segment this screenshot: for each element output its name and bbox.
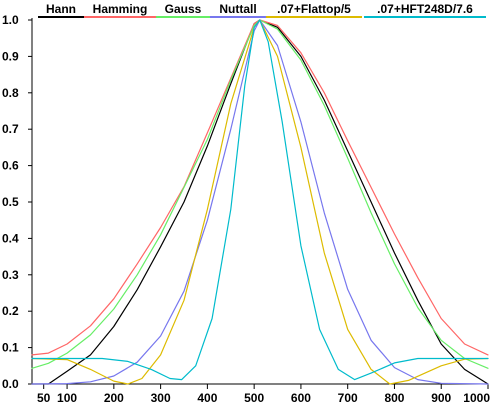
x-tick-label: 50 (37, 391, 51, 405)
x-tick-label: 300 (151, 391, 171, 405)
x-tick-label: 400 (197, 391, 217, 405)
legend-label: Gauss (165, 2, 202, 16)
legend-label: Hamming (93, 2, 148, 16)
series-line-5 (31, 19, 489, 381)
legend: Hann Hamming Gauss Nuttall .07+Flattop/5 .07+… (38, 2, 486, 18)
x-tick-label: 1000 (463, 391, 490, 405)
series-group (31, 19, 489, 385)
y-tick-label: 0.7 (2, 122, 19, 136)
x-tick-label: 800 (384, 391, 404, 405)
x-tick-label: 200 (104, 391, 124, 405)
series-line-3 (31, 19, 489, 385)
y-tick-label: 0.0 (2, 377, 19, 391)
legend-label: .07+HFT248D/7.6 (377, 2, 473, 16)
legend-label: .07+Flattop/5 (277, 2, 351, 16)
y-tick-label: 0.9 (2, 49, 19, 63)
x-tick-label: 100 (57, 391, 77, 405)
x-tick-label: 900 (431, 391, 451, 405)
series-line-0 (31, 19, 489, 385)
x-tick-label: 600 (291, 391, 311, 405)
x-tick-label: 500 (244, 391, 264, 405)
y-tick-label: 0.8 (2, 86, 19, 100)
axes: 0.0 0.1 0.2 0.3 0.4 0.5 0.6 0.7 0.8 0.9 1.0 50 100 20… (2, 13, 490, 405)
series-line-1 (31, 19, 489, 356)
legend-label: Hann (46, 2, 76, 16)
y-tick-label: 0.4 (2, 231, 19, 245)
y-tick-label: 0.5 (2, 195, 19, 209)
y-tick-label: 0.6 (2, 159, 19, 173)
series-line-4 (31, 19, 489, 385)
y-tick-label: 1.0 (2, 13, 19, 27)
y-tick-label: 0.1 (2, 341, 19, 355)
x-tick-label: 700 (338, 391, 358, 405)
legend-label: Nuttall (219, 2, 256, 16)
y-tick-label: 0.3 (2, 268, 19, 282)
y-tick-label: 0.2 (2, 304, 19, 318)
series-line-2 (31, 19, 489, 369)
